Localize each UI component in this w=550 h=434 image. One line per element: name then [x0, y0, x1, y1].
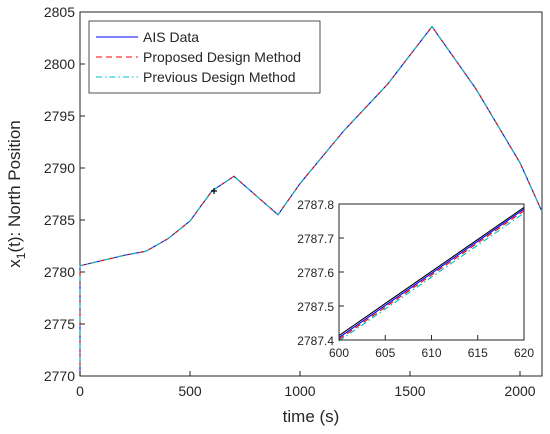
legend-label-ais: AIS Data — [143, 29, 199, 45]
inset-x-tick-label: 610 — [421, 346, 441, 360]
main-x-tick-label: 1500 — [394, 383, 425, 399]
zoom-marker — [211, 188, 217, 194]
main-x-tick-label: 0 — [76, 383, 84, 399]
main-series-2 — [79, 25, 543, 376]
main-series-group — [79, 25, 543, 376]
main-y-tick-label: 2805 — [44, 4, 75, 20]
x-axis-label: time (s) — [283, 407, 340, 426]
inset-x-tick-label: 600 — [329, 346, 349, 360]
main-y-ticks: 2770 2775 2780 2785 2790 2795 2800 2805 — [44, 4, 85, 384]
inset-y-tick-label: 2787.7 — [297, 232, 334, 246]
inset-y-tick-label: 2787.5 — [297, 300, 334, 314]
legend-label-previous: Previous Design Method — [143, 69, 296, 85]
inset-x-tick-label: 615 — [468, 346, 488, 360]
legend-label-proposed: Proposed Design Method — [143, 49, 301, 65]
inset-y-ticks: 2787.4 2787.5 2787.6 2787.7 2787.8 — [297, 198, 344, 348]
main-y-tick-label: 2800 — [44, 56, 75, 72]
main-y-tick-label: 2770 — [44, 368, 75, 384]
y-axis-label-rest: (t): North Position — [5, 120, 24, 252]
main-x-ticks: 0 500 1000 1500 2000 — [76, 371, 536, 399]
inset-series-3 — [338, 212, 525, 342]
main-y-tick-label: 2795 — [44, 108, 75, 124]
main-x-tick-label: 500 — [178, 383, 202, 399]
y-axis-label-main: x — [5, 259, 24, 268]
main-x-tick-label: 2000 — [504, 383, 535, 399]
legend: AIS Data Proposed Design Method Previous… — [88, 20, 321, 94]
main-y-tick-label: 2790 — [44, 160, 75, 176]
y-axis-label: x1(t): North Position — [5, 120, 28, 267]
main-y-tick-label: 2775 — [44, 316, 75, 332]
main-x-tick-label: 1000 — [284, 383, 315, 399]
inset-series-2 — [338, 210, 525, 340]
inset-x-tick-label: 605 — [375, 346, 395, 360]
inset-x-tick-label: 620 — [514, 346, 534, 360]
main-y-tick-label: 2785 — [44, 212, 75, 228]
inset-y-tick-label: 2787.6 — [297, 266, 334, 280]
y-axis-label-subscript: 1 — [14, 252, 28, 259]
inset-series-group — [338, 206, 525, 342]
inset-series-1 — [338, 208, 525, 339]
inset-x-ticks: 600 605 610 615 620 — [329, 335, 534, 360]
inset-y-tick-label: 2787.8 — [297, 198, 334, 212]
main-y-tick-label: 2780 — [44, 264, 75, 280]
inset-series-0 — [338, 206, 525, 337]
inset-y-tick-label: 2787.4 — [297, 334, 334, 348]
